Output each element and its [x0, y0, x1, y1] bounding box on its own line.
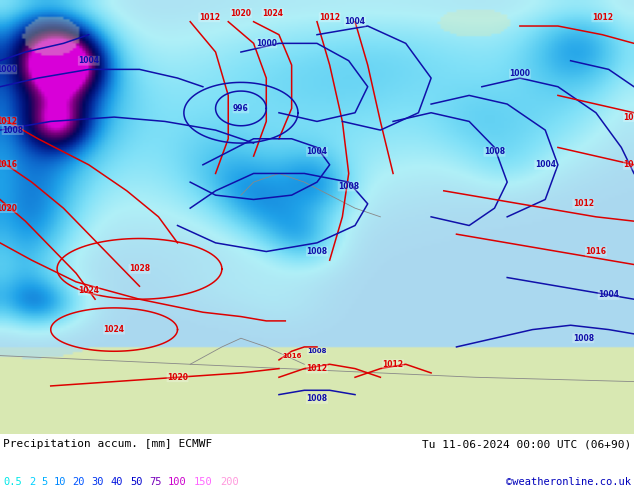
Text: 2: 2	[29, 477, 35, 487]
Text: 1012: 1012	[319, 13, 340, 22]
Text: 0.5: 0.5	[3, 477, 22, 487]
Text: 1008: 1008	[2, 125, 23, 135]
Text: ©weatheronline.co.uk: ©weatheronline.co.uk	[506, 477, 631, 487]
Text: 1004: 1004	[534, 160, 556, 169]
Text: 996: 996	[233, 104, 249, 113]
Text: 5: 5	[41, 477, 48, 487]
Text: 1008: 1008	[307, 348, 327, 354]
Text: 50: 50	[130, 477, 143, 487]
Text: 1008: 1008	[573, 334, 594, 343]
Text: 200: 200	[220, 477, 238, 487]
Text: Precipitation accum. [mm] ECMWF: Precipitation accum. [mm] ECMWF	[3, 439, 212, 449]
Text: 1008: 1008	[306, 247, 328, 256]
Text: 1000: 1000	[0, 65, 17, 74]
Text: 1016: 1016	[585, 247, 607, 256]
Text: 1012: 1012	[306, 364, 328, 373]
Text: 150: 150	[194, 477, 213, 487]
Text: 1016: 1016	[282, 353, 301, 359]
Text: 10: 10	[53, 477, 66, 487]
Text: 1012: 1012	[382, 360, 404, 369]
Text: 1012: 1012	[573, 199, 594, 208]
Text: 1004: 1004	[598, 291, 619, 299]
Text: 1008: 1008	[623, 160, 634, 169]
Text: 1028: 1028	[129, 265, 150, 273]
Text: 40: 40	[111, 477, 123, 487]
Text: 1004: 1004	[344, 17, 366, 26]
Text: Tu 11-06-2024 00:00 UTC (06+90): Tu 11-06-2024 00:00 UTC (06+90)	[422, 439, 631, 449]
Text: 1008: 1008	[306, 394, 328, 403]
Text: 1020: 1020	[230, 8, 252, 18]
Text: 1000: 1000	[509, 69, 531, 78]
Text: 30: 30	[92, 477, 104, 487]
Text: 1020: 1020	[167, 373, 188, 382]
Text: 1008: 1008	[484, 147, 505, 156]
Text: 1024: 1024	[78, 286, 100, 295]
Text: 1012: 1012	[592, 13, 613, 22]
Text: 1000: 1000	[256, 39, 277, 48]
Text: 1012: 1012	[198, 13, 220, 22]
Text: 100: 100	[168, 477, 187, 487]
Text: 1008: 1008	[338, 182, 359, 191]
Text: 1024: 1024	[103, 325, 125, 334]
Text: 1004: 1004	[78, 56, 100, 65]
Text: 1012: 1012	[623, 113, 634, 122]
Text: 1012: 1012	[0, 117, 17, 126]
Text: 1004: 1004	[306, 147, 328, 156]
Text: 75: 75	[149, 477, 162, 487]
Text: 1016: 1016	[0, 160, 17, 169]
Text: 1024: 1024	[262, 8, 283, 18]
Text: 20: 20	[73, 477, 85, 487]
Text: 1020: 1020	[0, 204, 17, 213]
